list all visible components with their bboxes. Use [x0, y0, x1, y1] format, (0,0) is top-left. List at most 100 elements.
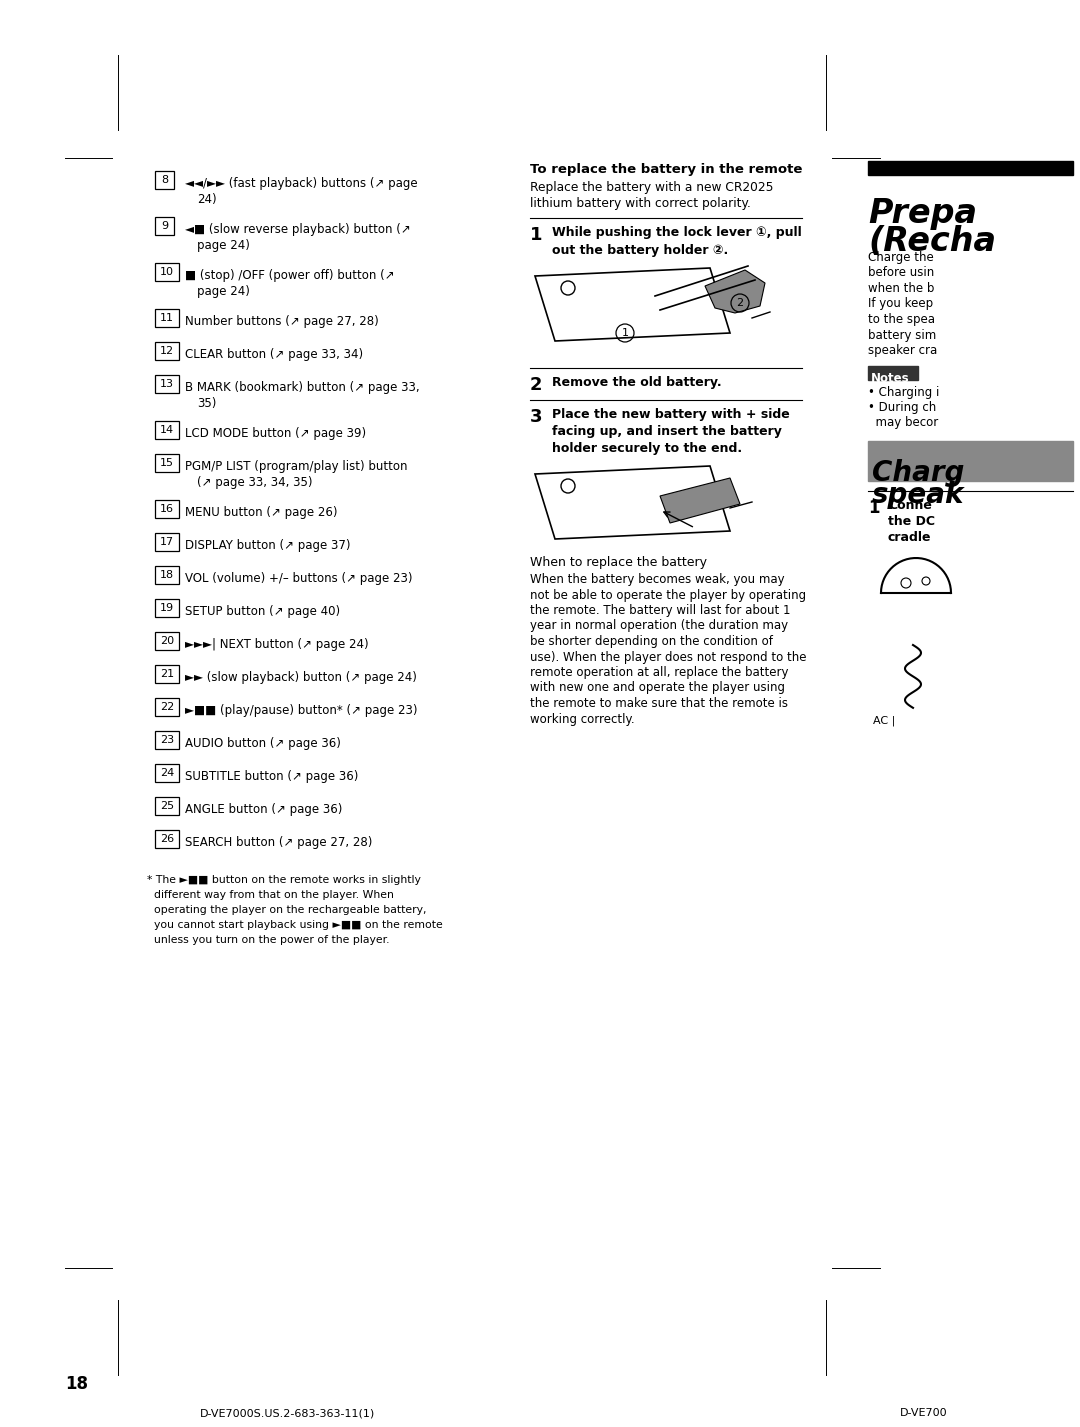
- Text: speaker cra: speaker cra: [868, 344, 937, 357]
- Text: speak: speak: [872, 481, 964, 509]
- Text: When to replace the battery: When to replace the battery: [530, 557, 707, 569]
- Bar: [156, 665, 179, 684]
- Text: • Charging i: • Charging i: [868, 385, 940, 400]
- Bar: [156, 171, 174, 188]
- Text: cradle: cradle: [888, 531, 931, 544]
- Text: 15: 15: [160, 458, 174, 468]
- Text: Replace the battery with a new CR2025: Replace the battery with a new CR2025: [530, 181, 773, 194]
- Text: Prepa: Prepa: [868, 197, 977, 230]
- Text: ◄◄/►► (fast playback) buttons (↗ page: ◄◄/►► (fast playback) buttons (↗ page: [185, 177, 418, 190]
- Text: When the battery becomes weak, you may: When the battery becomes weak, you may: [530, 574, 785, 586]
- Text: Notes: Notes: [870, 372, 909, 385]
- Text: facing up, and insert the battery: facing up, and insert the battery: [552, 425, 782, 438]
- Bar: [156, 731, 179, 749]
- Text: 17: 17: [160, 537, 174, 547]
- Text: 14: 14: [160, 425, 174, 435]
- Text: 24: 24: [160, 768, 174, 778]
- Text: AC |: AC |: [873, 715, 895, 725]
- Text: different way from that on the player. When: different way from that on the player. W…: [147, 890, 394, 900]
- Bar: [156, 632, 179, 651]
- Text: battery sim: battery sim: [868, 328, 936, 341]
- Text: (Recha: (Recha: [868, 225, 996, 258]
- Text: the remote to make sure that the remote is: the remote to make sure that the remote …: [530, 696, 788, 711]
- Text: page 24): page 24): [197, 238, 249, 253]
- Text: 1: 1: [621, 328, 629, 338]
- Bar: [156, 342, 179, 360]
- Text: (↗ page 33, 34, 35): (↗ page 33, 34, 35): [197, 477, 312, 489]
- Bar: [156, 798, 179, 815]
- Text: ►► (slow playback) button (↗ page 24): ►► (slow playback) button (↗ page 24): [185, 671, 417, 684]
- Text: 35): 35): [197, 397, 216, 410]
- Bar: [156, 567, 179, 584]
- Text: not be able to operate the player by operating: not be able to operate the player by ope…: [530, 588, 806, 602]
- Text: B MARK (bookmark) button (↗ page 33,: B MARK (bookmark) button (↗ page 33,: [185, 381, 420, 394]
- Bar: [868, 441, 1074, 481]
- Text: before usin: before usin: [868, 267, 934, 280]
- Text: lithium battery with correct polarity.: lithium battery with correct polarity.: [530, 197, 751, 210]
- Text: If you keep: If you keep: [868, 297, 933, 311]
- Text: out the battery holder ②.: out the battery holder ②.: [552, 244, 728, 257]
- Text: unless you turn on the power of the player.: unless you turn on the power of the play…: [147, 935, 390, 945]
- Text: AUDIO button (↗ page 36): AUDIO button (↗ page 36): [185, 736, 341, 751]
- Text: CLEAR button (↗ page 33, 34): CLEAR button (↗ page 33, 34): [185, 348, 363, 361]
- Text: the DC: the DC: [888, 515, 935, 528]
- Text: Charge the: Charge the: [868, 251, 934, 264]
- Bar: [868, 365, 918, 380]
- Text: SETUP button (↗ page 40): SETUP button (↗ page 40): [185, 605, 340, 618]
- Bar: [156, 421, 179, 440]
- Text: 2: 2: [737, 298, 743, 308]
- Text: 22: 22: [160, 702, 174, 712]
- Text: 1: 1: [868, 499, 879, 517]
- Text: to the spea: to the spea: [868, 313, 935, 325]
- Bar: [868, 161, 1074, 176]
- Text: 1: 1: [530, 225, 542, 244]
- Bar: [156, 375, 179, 392]
- Text: To replace the battery in the remote: To replace the battery in the remote: [530, 163, 802, 176]
- Text: holder securely to the end.: holder securely to the end.: [552, 442, 742, 455]
- Text: 12: 12: [160, 345, 174, 355]
- Text: SUBTITLE button (↗ page 36): SUBTITLE button (↗ page 36): [185, 771, 359, 783]
- Text: page 24): page 24): [197, 285, 249, 298]
- Bar: [156, 534, 179, 551]
- Text: be shorter depending on the condition of: be shorter depending on the condition of: [530, 635, 773, 648]
- Text: ►►►| NEXT button (↗ page 24): ►►►| NEXT button (↗ page 24): [185, 638, 368, 651]
- Text: MENU button (↗ page 26): MENU button (↗ page 26): [185, 507, 337, 519]
- Text: Charg: Charg: [872, 459, 964, 487]
- Text: operating the player on the rechargeable battery,: operating the player on the rechargeable…: [147, 905, 427, 915]
- Text: D-VE7000S.US.2-683-363-11(1): D-VE7000S.US.2-683-363-11(1): [200, 1408, 375, 1418]
- Text: PGM/P LIST (program/play list) button: PGM/P LIST (program/play list) button: [185, 459, 407, 472]
- Text: 24): 24): [197, 193, 217, 205]
- Text: DISPLAY button (↗ page 37): DISPLAY button (↗ page 37): [185, 539, 351, 552]
- Bar: [156, 831, 179, 848]
- Text: D-VE700: D-VE700: [900, 1408, 947, 1418]
- Polygon shape: [705, 270, 765, 313]
- Text: 16: 16: [160, 504, 174, 514]
- Text: Place the new battery with + side: Place the new battery with + side: [552, 408, 789, 421]
- Text: 21: 21: [160, 669, 174, 679]
- Text: While pushing the lock lever ①, pull: While pushing the lock lever ①, pull: [552, 225, 801, 238]
- Bar: [156, 499, 179, 518]
- Text: use). When the player does not respond to the: use). When the player does not respond t…: [530, 651, 807, 664]
- Bar: [156, 698, 179, 716]
- Text: 18: 18: [65, 1376, 87, 1393]
- Text: ◄■ (slow reverse playback) button (↗: ◄■ (slow reverse playback) button (↗: [185, 223, 410, 235]
- Bar: [156, 454, 179, 472]
- Text: 8: 8: [161, 176, 168, 186]
- Text: 20: 20: [160, 636, 174, 646]
- Bar: [156, 217, 174, 235]
- Text: ANGLE button (↗ page 36): ANGLE button (↗ page 36): [185, 803, 342, 816]
- Text: 10: 10: [160, 267, 174, 277]
- Bar: [156, 763, 179, 782]
- Text: LCD MODE button (↗ page 39): LCD MODE button (↗ page 39): [185, 427, 366, 440]
- Polygon shape: [660, 478, 740, 524]
- Text: working correctly.: working correctly.: [530, 712, 635, 725]
- Text: when the b: when the b: [868, 283, 934, 295]
- Text: may becor: may becor: [868, 417, 939, 430]
- Text: you cannot start playback using ►■■ on the remote: you cannot start playback using ►■■ on t…: [147, 920, 443, 930]
- Text: 25: 25: [160, 801, 174, 811]
- Text: 23: 23: [160, 735, 174, 745]
- Text: ►■■ (play/pause) button* (↗ page 23): ►■■ (play/pause) button* (↗ page 23): [185, 704, 418, 716]
- Text: 19: 19: [160, 604, 174, 614]
- Bar: [156, 263, 179, 281]
- Text: remote operation at all, replace the battery: remote operation at all, replace the bat…: [530, 666, 788, 679]
